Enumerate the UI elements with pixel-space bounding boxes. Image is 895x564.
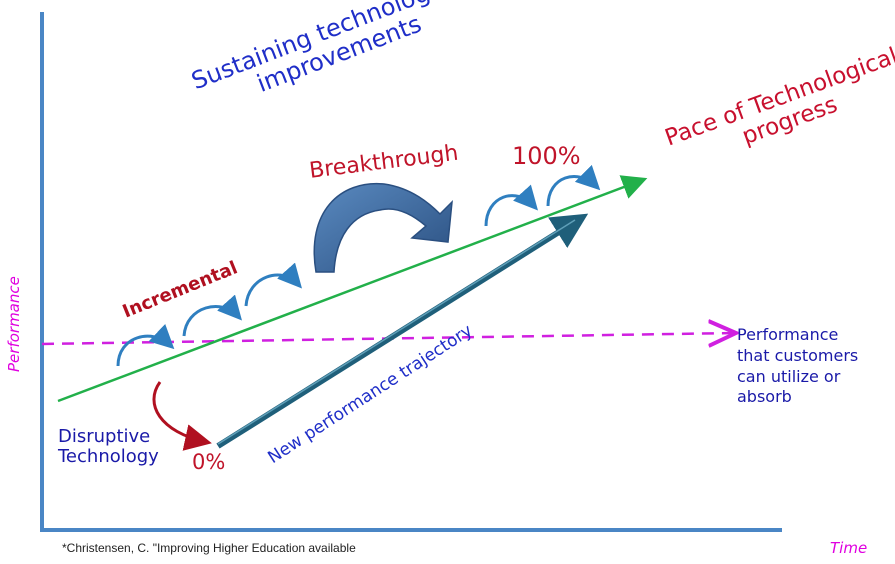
x-axis-label: Time [830,539,868,557]
breakthrough-arrow [313,182,453,273]
pace-line [57,175,648,403]
absorb-label-line4: absorb [737,387,792,407]
incremental-arrow-3 [244,262,302,307]
zero-percent-label: 0% [192,450,226,474]
incremental-arrow-1 [116,323,175,367]
hundred-percent-label: 100% [512,142,581,170]
incremental-arrow-2 [182,294,242,337]
disruptive-trajectory-highlight [217,219,576,445]
disruptive-trajectory-arrow [216,213,589,449]
customer-performance-label: Performance that customers can utilize o… [737,325,858,408]
incremental-arrow-5 [546,164,601,207]
disruptive-label-line2: Technology [58,445,159,467]
absorb-label-line1: Performance [737,325,839,344]
citation-text: *Christensen, C. "Improving Higher Educa… [62,541,356,555]
incremental-arrow-4 [484,184,539,227]
disruptive-technology-label: Disruptive Technology [58,427,159,467]
absorb-label-line2: that customers [737,345,859,365]
disruption-arrow [152,381,212,451]
y-axis-label: Performance [5,276,23,372]
absorb-label-line3: can utilize or [737,366,841,386]
disruptive-label-line1: Disruptive [58,426,151,447]
